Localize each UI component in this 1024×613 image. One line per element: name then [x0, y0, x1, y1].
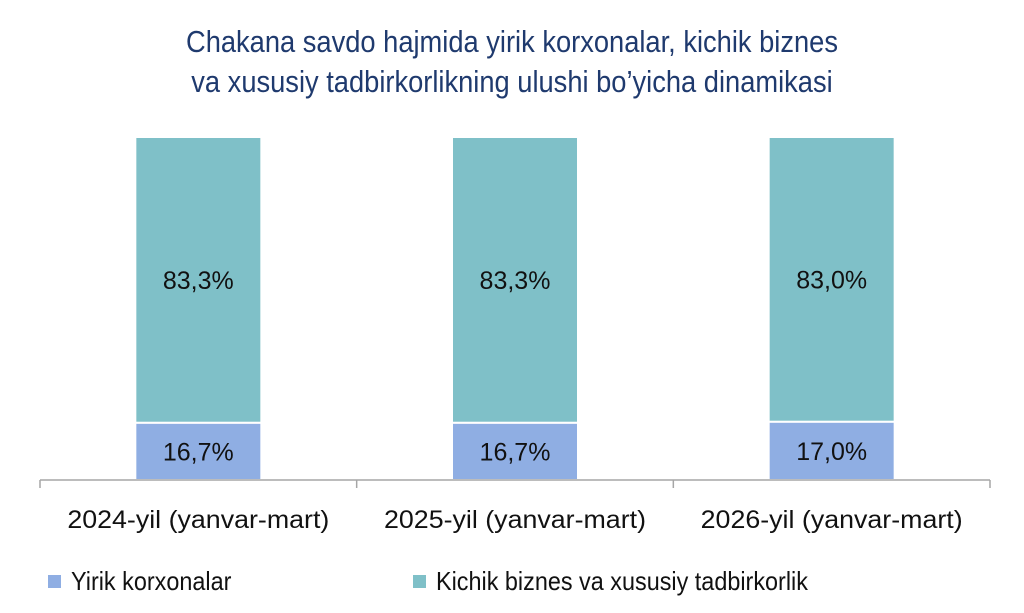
chart-title-line-2: va xususiy tadbirkorlikning ulushi bo’yi… [191, 64, 833, 99]
category-label-3: 2026-yil (yanvar-mart) [701, 506, 963, 534]
chart-title-line-1: Chakana savdo hajmida yirik korxonalar, … [185, 24, 838, 59]
legend-label-series-2: Kichik biznes va xususiy tadbirkorlik [436, 566, 808, 596]
data-label-2-1: 83,3% [163, 267, 234, 295]
legend-item-kichik-biznes: Kichik biznes va xususiy tadbirkorlik [413, 566, 849, 597]
legend-swatch-series-2 [413, 575, 426, 588]
bar-2-2 [451, 136, 579, 424]
bar-2-3 [767, 136, 896, 423]
data-label-1-3: 17,0% [796, 438, 867, 466]
data-label-2-3: 83,0% [796, 266, 867, 294]
data-label-1-2: 16,7% [480, 438, 551, 466]
legend-item-yirik-korxonalar: Yirik korxonalar [48, 566, 249, 597]
stacked-bar-chart: 16,7% 83,3% 2024-yil (yanvar-mart) 16,7% 83,… [39, 136, 991, 534]
legend-label-series-1: Yirik korxonalar [71, 566, 232, 596]
category-label-2: 2025-yil (yanvar-mart) [384, 506, 646, 534]
category-label-1: 2024-yil (yanvar-mart) [67, 506, 329, 534]
chart-title: Chakana savdo hajmida yirik korxonalar, … [61, 22, 962, 102]
legend: Yirik korxonalar Kichik biznes va xususi… [0, 566, 1024, 598]
bar-2-1 [134, 136, 263, 424]
bar-1-3 [767, 420, 896, 482]
data-label-2-2: 83,3% [480, 267, 551, 295]
data-label-1-1: 16,7% [163, 438, 234, 466]
legend-swatch-series-1 [48, 575, 61, 588]
bar-1-2 [451, 421, 579, 481]
